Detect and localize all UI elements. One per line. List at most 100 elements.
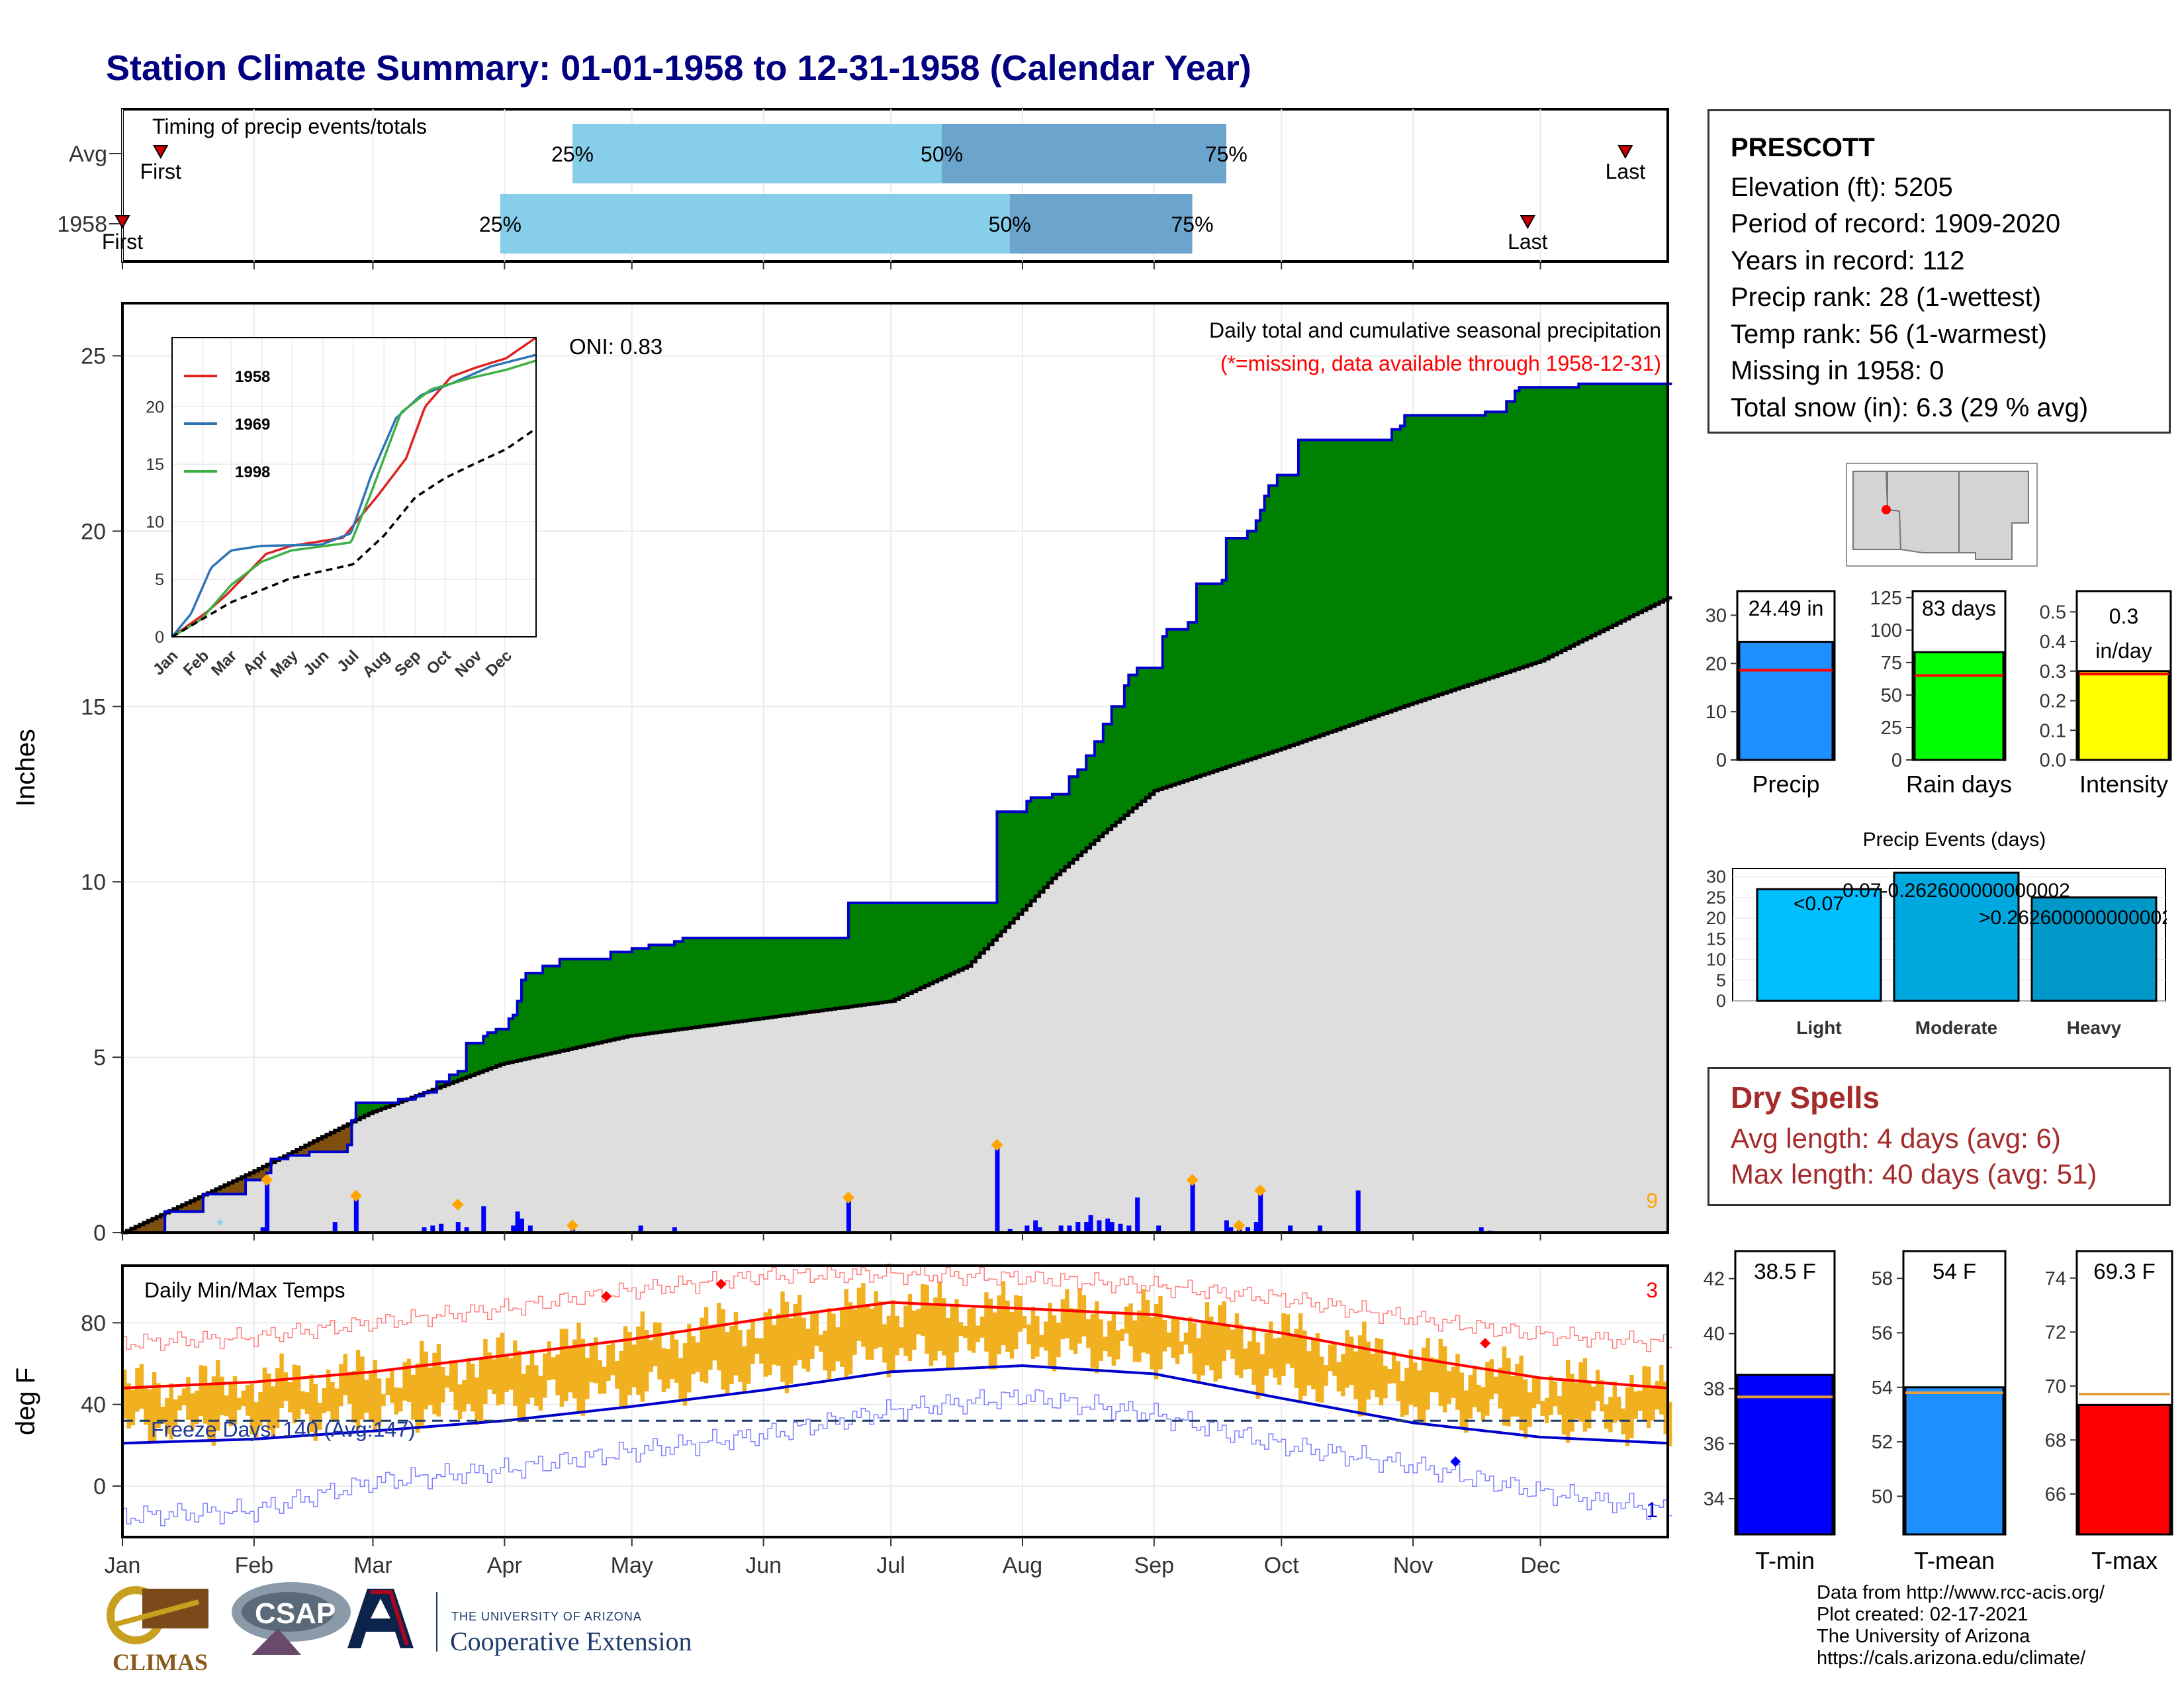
inset-legend-label: 1958 xyxy=(235,368,270,386)
temp-ylabel: deg F xyxy=(11,1368,40,1435)
station-line: Total snow (in): 6.3 (29 % avg) xyxy=(1731,393,2089,422)
events-bar xyxy=(1756,888,1882,1002)
timing-bar-50-75 xyxy=(1009,194,1193,254)
month-label: Feb xyxy=(235,1553,274,1578)
events-title: Precip Events (days) xyxy=(1863,829,2046,851)
timing-p50-label: 50% xyxy=(921,142,963,166)
events-category-label: Heavy xyxy=(2067,1017,2122,1038)
daily-precip-bar xyxy=(1258,1190,1263,1233)
timing-bar-25-50 xyxy=(572,124,942,183)
events-bar-label: <0.07 xyxy=(1794,893,1844,915)
inset-y-tick: 20 xyxy=(146,398,164,416)
timing-p50-label: 50% xyxy=(989,212,1031,236)
temp-y-tick: 80 xyxy=(81,1311,106,1336)
summary-category-label: Rain days xyxy=(1906,771,2012,798)
station-line: Period of record: 1909-2020 xyxy=(1731,209,2061,238)
csap-label: CSAP xyxy=(255,1597,336,1630)
csap-logo: CSAP xyxy=(232,1582,351,1655)
timing-first-label: First xyxy=(102,230,143,254)
summary-bar xyxy=(2077,1403,2171,1536)
average-cumulative-line xyxy=(122,596,1672,1235)
daily-precip-bar xyxy=(638,1225,643,1233)
daily-precip-bar xyxy=(1355,1190,1361,1233)
daily-precip-bar xyxy=(1190,1180,1195,1233)
temp-summary-bars: 34 36 38 40 42 38.5 F T-min 50 52 54 56 58 54 F T-mea… xyxy=(1704,1250,2173,1574)
month-label: Apr xyxy=(487,1553,522,1578)
summary-value-label: in/day xyxy=(2095,639,2152,663)
daily-precip-bar xyxy=(995,1145,1000,1233)
summary-y-tick: 0.2 xyxy=(2040,691,2066,712)
y-tick-label: 20 xyxy=(81,519,106,544)
record-min-line xyxy=(122,1389,1672,1526)
daily-precip-bar xyxy=(1007,1229,1013,1233)
month-label: May xyxy=(611,1553,653,1578)
timing-bar-50-75 xyxy=(942,124,1226,183)
page-title: Station Climate Summary: 01-01-1958 to 1… xyxy=(106,48,1251,88)
record-low-marker xyxy=(1450,1456,1461,1467)
daily-precip-bar xyxy=(1126,1225,1132,1233)
daily-precip-bar xyxy=(1228,1227,1234,1233)
timing-title: Timing of precip events/totals xyxy=(152,115,427,138)
daily-precip-bar xyxy=(1058,1225,1064,1233)
y-tick-label: 25 xyxy=(81,344,106,369)
daily-precip-bar xyxy=(265,1180,270,1233)
timing-p25-label: 25% xyxy=(551,142,594,166)
inset-y-tick: 5 xyxy=(155,571,164,589)
station-location-marker xyxy=(1882,505,1891,514)
month-label: Aug xyxy=(1003,1553,1043,1578)
locator-map xyxy=(1846,463,2038,567)
arizona-logo xyxy=(347,1589,437,1652)
surplus-area xyxy=(165,383,1668,1213)
y-tick-label: 15 xyxy=(81,694,106,720)
station-name: PRESCOTT xyxy=(1731,133,1875,162)
timing-first-marker xyxy=(153,145,169,160)
daily-precip-bar xyxy=(1088,1215,1093,1233)
temp-panel: 0 40 80 Freeze Days: 140 (Avg:147) Daily Min… xyxy=(11,261,1672,1578)
summary-y-tick: 0 xyxy=(1716,750,1727,771)
timing-last-label: Last xyxy=(1508,230,1548,254)
summary-value-label: 54 F xyxy=(1933,1259,1976,1284)
summary-value-label: 38.5 F xyxy=(1754,1259,1816,1284)
summary-value-label: 0.3 xyxy=(2109,604,2138,628)
daily-precip-bar xyxy=(422,1227,427,1233)
month-label: Mar xyxy=(353,1553,392,1578)
summary-y-tick: 42 xyxy=(1704,1269,1725,1290)
daily-precip-bar xyxy=(1253,1222,1259,1233)
summary-y-tick: 30 xyxy=(1706,605,1727,626)
record-max-line xyxy=(122,1264,1672,1352)
summary-bar xyxy=(1904,1386,2005,1536)
daily-precip-bar xyxy=(1479,1227,1484,1233)
summary-category-label: T-mean xyxy=(1914,1547,1995,1574)
summary-y-tick: 68 xyxy=(2045,1430,2066,1451)
daily-precip-bar xyxy=(1109,1222,1115,1233)
summary-category-label: Intensity xyxy=(2079,771,2168,798)
summary-y-tick: 50 xyxy=(1872,1486,1893,1507)
daily-precip-bar xyxy=(1118,1223,1123,1233)
summary-category-label: Precip xyxy=(1752,771,1819,798)
timing-first-label: First xyxy=(140,160,181,183)
daily-precip-bar xyxy=(1097,1220,1102,1233)
precip-marker xyxy=(991,1139,1003,1151)
climas-label: CLIMAS xyxy=(113,1649,208,1675)
precip-title: Daily total and cumulative seasonal prec… xyxy=(1209,318,1661,342)
record-high-marker xyxy=(715,1278,727,1289)
daily-precip-bar xyxy=(464,1227,469,1233)
daily-precip-bar xyxy=(1037,1227,1042,1233)
summary-category-label: T-max xyxy=(2091,1547,2158,1574)
daily-precip-bar xyxy=(1075,1222,1081,1233)
summary-y-tick: 34 xyxy=(1704,1489,1725,1510)
events-y-tick: 0 xyxy=(1716,991,1726,1011)
footer-line: https://cals.arizona.edu/climate/ xyxy=(1817,1648,2086,1669)
summary-bar xyxy=(2077,670,2170,761)
summary-y-tick: 40 xyxy=(1704,1324,1725,1345)
footer-credits: Data from http://www.rcc-acis.org/ Plot … xyxy=(1817,1582,2105,1669)
logos: CSAP xyxy=(107,1582,437,1655)
precip-summary-bars: 0 10 20 30 24.49 in Precip 0 25 50 75 100 125 83 day… xyxy=(1706,588,2172,798)
footer-line: Data from http://www.rcc-acis.org/ xyxy=(1817,1582,2105,1603)
coop-extension-large: Cooperative Extension xyxy=(450,1626,692,1656)
summary-bar xyxy=(1736,1374,1834,1536)
dry-spells-max: Max length: 40 days (avg: 51) xyxy=(1731,1158,2097,1190)
station-line: Missing in 1958: 0 xyxy=(1731,356,1944,385)
precip-marker xyxy=(842,1192,854,1204)
